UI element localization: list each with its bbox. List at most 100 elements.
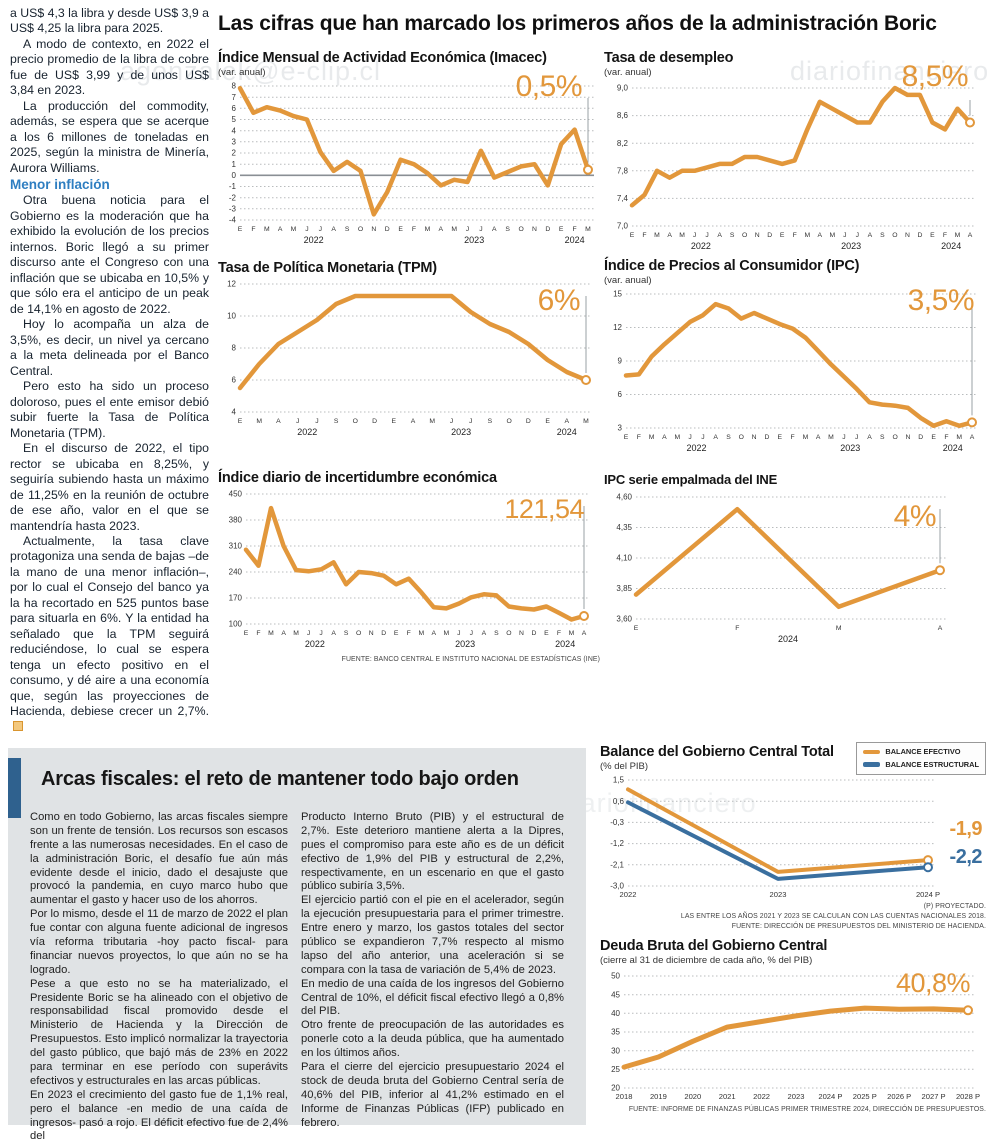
svg-text:240: 240 bbox=[229, 568, 243, 577]
svg-text:F: F bbox=[407, 630, 411, 637]
svg-text:D: D bbox=[765, 434, 770, 441]
svg-text:F: F bbox=[557, 630, 561, 637]
ipc-empalmada-line-chart: 4,60 4,35 4,10 3,85 3,60E F M A 2024 bbox=[616, 493, 946, 644]
chart-imacec: Índice Mensual de Actividad Económica (I… bbox=[218, 50, 600, 250]
svg-text:E: E bbox=[931, 434, 936, 441]
svg-text:2022: 2022 bbox=[304, 235, 324, 245]
svg-text:D: D bbox=[531, 630, 536, 637]
svg-text:2024: 2024 bbox=[943, 443, 963, 453]
svg-text:A: A bbox=[482, 630, 487, 637]
svg-text:0,6: 0,6 bbox=[613, 797, 625, 806]
svg-text:D: D bbox=[767, 232, 772, 239]
svg-text:2019: 2019 bbox=[650, 1092, 667, 1101]
svg-text:2024: 2024 bbox=[555, 639, 575, 649]
article-paragraph: Actualmente, la tasa clave protagoniza u… bbox=[10, 534, 209, 735]
svg-text:E: E bbox=[394, 630, 399, 637]
svg-text:J: J bbox=[296, 418, 299, 425]
svg-text:100: 100 bbox=[229, 620, 243, 629]
svg-text:F: F bbox=[573, 226, 577, 233]
svg-text:E: E bbox=[630, 232, 635, 239]
svg-text:1,5: 1,5 bbox=[613, 776, 625, 785]
svg-text:J: J bbox=[842, 434, 845, 441]
svg-text:E: E bbox=[392, 418, 397, 425]
svg-text:D: D bbox=[381, 630, 386, 637]
svg-text:F: F bbox=[642, 232, 646, 239]
svg-text:A: A bbox=[938, 625, 943, 632]
svg-text:E: E bbox=[559, 226, 564, 233]
svg-text:N: N bbox=[532, 226, 537, 233]
svg-text:M: M bbox=[418, 630, 424, 637]
svg-text:35: 35 bbox=[611, 1028, 620, 1037]
fiscal-paragraph: Como en todo Gobierno, las arcas fiscale… bbox=[30, 811, 288, 907]
svg-text:7,0: 7,0 bbox=[617, 222, 629, 231]
svg-text:20: 20 bbox=[611, 1084, 620, 1093]
callout-value: 3,5% bbox=[907, 284, 975, 317]
chart-title: Tasa de desempleo bbox=[604, 50, 734, 66]
fiscal-column-1: Como en todo Gobierno, las arcas fiscale… bbox=[30, 811, 288, 1144]
svg-text:9,0: 9,0 bbox=[617, 84, 629, 93]
svg-text:2023: 2023 bbox=[840, 443, 860, 453]
svg-text:A: A bbox=[432, 630, 437, 637]
svg-text:F: F bbox=[637, 434, 641, 441]
chart-subtitle: (var. anual) bbox=[604, 67, 652, 78]
svg-text:J: J bbox=[457, 630, 460, 637]
svg-text:15: 15 bbox=[613, 290, 622, 299]
svg-text:E: E bbox=[624, 434, 629, 441]
svg-text:O: O bbox=[892, 232, 897, 239]
chart-subtitle: (cierre al 31 de diciembre de cada año, … bbox=[600, 955, 813, 966]
svg-text:2024 P: 2024 P bbox=[818, 1092, 842, 1101]
svg-text:3,85: 3,85 bbox=[616, 584, 632, 593]
svg-text:N: N bbox=[905, 434, 910, 441]
svg-text:D: D bbox=[385, 226, 390, 233]
svg-text:E: E bbox=[634, 625, 639, 632]
chart-footnote: (P) PROYECTADO. bbox=[923, 903, 986, 910]
svg-text:S: S bbox=[880, 232, 885, 239]
svg-text:F: F bbox=[793, 232, 797, 239]
svg-text:2022: 2022 bbox=[297, 427, 317, 437]
svg-text:M: M bbox=[956, 434, 962, 441]
svg-text:N: N bbox=[371, 226, 376, 233]
chart-tpm: Tasa de Política Monetaria (TPM) 12 10 8 6 4… bbox=[218, 260, 600, 442]
svg-text:M: M bbox=[829, 232, 835, 239]
article-paragraph: Hoy lo acompaña un alza de 3,5%, es deci… bbox=[10, 317, 209, 378]
callout-value: 4% bbox=[893, 500, 937, 533]
svg-text:2: 2 bbox=[232, 149, 237, 158]
svg-text:3,60: 3,60 bbox=[616, 615, 632, 624]
svg-text:J: J bbox=[307, 630, 310, 637]
callout-value: 121,54 bbox=[504, 494, 584, 524]
article-end-mark bbox=[13, 720, 23, 731]
svg-text:J: J bbox=[466, 226, 469, 233]
svg-text:M: M bbox=[569, 630, 575, 637]
fiscal-paragraph: El ejercicio partió con el pie en el ace… bbox=[301, 894, 564, 976]
svg-text:9: 9 bbox=[618, 357, 623, 366]
svg-text:2023: 2023 bbox=[464, 235, 484, 245]
svg-text:J: J bbox=[315, 418, 318, 425]
svg-text:M: M bbox=[291, 226, 297, 233]
svg-text:6: 6 bbox=[618, 390, 623, 399]
article-subhead: Menor inflación bbox=[10, 177, 110, 193]
svg-text:N: N bbox=[519, 630, 524, 637]
chart-title: Deuda Bruta del Gobierno Central bbox=[600, 938, 828, 954]
svg-text:A: A bbox=[281, 630, 286, 637]
svg-text:-2,1: -2,1 bbox=[610, 860, 624, 869]
svg-text:O: O bbox=[353, 418, 358, 425]
svg-text:O: O bbox=[518, 226, 523, 233]
svg-text:3: 3 bbox=[618, 424, 623, 433]
chart-title: Balance del Gobierno Central Total bbox=[600, 744, 834, 760]
page-title: Las cifras que han marcado los primeros … bbox=[218, 12, 937, 35]
desempleo-line-chart: 9,08,68,27,87,47,0E F M A M J J A S O N D E F M A M J J A S O… bbox=[617, 84, 976, 251]
svg-text:O: O bbox=[739, 434, 744, 441]
svg-text:-4: -4 bbox=[229, 216, 237, 225]
svg-text:2023: 2023 bbox=[841, 241, 861, 251]
svg-text:F: F bbox=[944, 434, 948, 441]
svg-text:A: A bbox=[717, 232, 722, 239]
svg-text:A: A bbox=[816, 434, 821, 441]
svg-text:M: M bbox=[679, 232, 685, 239]
svg-text:30: 30 bbox=[611, 1046, 620, 1055]
svg-text:-3: -3 bbox=[229, 204, 237, 213]
fiscal-paragraph: Producto Interno Bruto (PIB) y el estruc… bbox=[301, 811, 564, 893]
